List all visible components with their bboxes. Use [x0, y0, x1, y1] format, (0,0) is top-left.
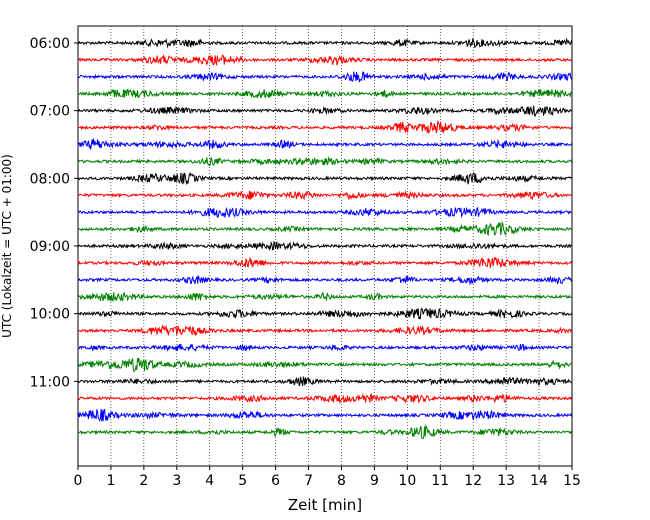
y-axis-label: UTC (Lokalzeit = UTC + 01:00) — [0, 154, 14, 338]
x-tick-label-1: 1 — [106, 473, 115, 489]
x-tick-label-15: 15 — [563, 473, 581, 489]
x-tick-label-10: 10 — [398, 473, 416, 489]
x-tick-label-4: 4 — [205, 473, 214, 489]
x-tick-label-12: 12 — [464, 473, 482, 489]
trace-1130 — [77, 408, 572, 422]
trace-1000 — [77, 307, 572, 320]
y-tick-label-0800: 08:00 — [30, 171, 70, 187]
y-tick-label-1100: 11:00 — [30, 374, 70, 390]
x-tick-label-6: 6 — [271, 473, 280, 489]
trace-0845 — [77, 220, 572, 237]
seismic-traces — [77, 37, 572, 440]
x-tick-label-0: 0 — [74, 473, 83, 489]
y-tick-label-0900: 09:00 — [30, 239, 70, 255]
y-tick-label-0600: 06:00 — [30, 36, 70, 52]
x-tick-label-11: 11 — [431, 473, 449, 489]
x-tick-label-3: 3 — [172, 473, 181, 489]
trace-1015 — [77, 324, 572, 337]
vertical-grid — [110, 26, 540, 466]
x-axis: 0 1 2 3 4 5 6 7 8 9 10 11 12 13 14 15 — [74, 466, 581, 489]
x-tick-label-13: 13 — [497, 473, 515, 489]
trace-0745 — [77, 156, 572, 167]
x-tick-label-5: 5 — [238, 473, 247, 489]
trace-1045 — [77, 357, 572, 373]
trace-0930 — [77, 275, 572, 286]
trace-0945 — [77, 291, 572, 302]
trace-1145 — [77, 424, 572, 440]
x-tick-label-9: 9 — [370, 473, 379, 489]
y-tick-label-1000: 10:00 — [30, 307, 70, 323]
y-axis: 06:00 07:00 08:00 09:00 10:00 11:00 — [30, 36, 78, 390]
x-tick-label-8: 8 — [337, 473, 346, 489]
trace-0800 — [77, 171, 572, 186]
x-tick-label-2: 2 — [139, 473, 148, 489]
trace-0600 — [77, 37, 572, 49]
trace-0915 — [77, 256, 572, 268]
trace-0715 — [77, 120, 572, 135]
trace-1115 — [77, 393, 572, 405]
trace-0645 — [77, 88, 572, 99]
trace-0615 — [77, 54, 572, 67]
trace-1100 — [77, 376, 572, 387]
trace-0700 — [77, 105, 572, 117]
trace-0815 — [77, 190, 572, 201]
trace-0900 — [77, 240, 572, 252]
x-tick-label-14: 14 — [530, 473, 548, 489]
trace-0730 — [77, 138, 572, 150]
trace-0630 — [78, 71, 572, 83]
x-tick-label-7: 7 — [304, 473, 313, 489]
x-axis-label: Zeit [min] — [288, 496, 362, 514]
trace-1030 — [77, 343, 572, 352]
y-tick-label-0700: 07:00 — [30, 104, 70, 120]
trace-0830 — [77, 206, 572, 219]
